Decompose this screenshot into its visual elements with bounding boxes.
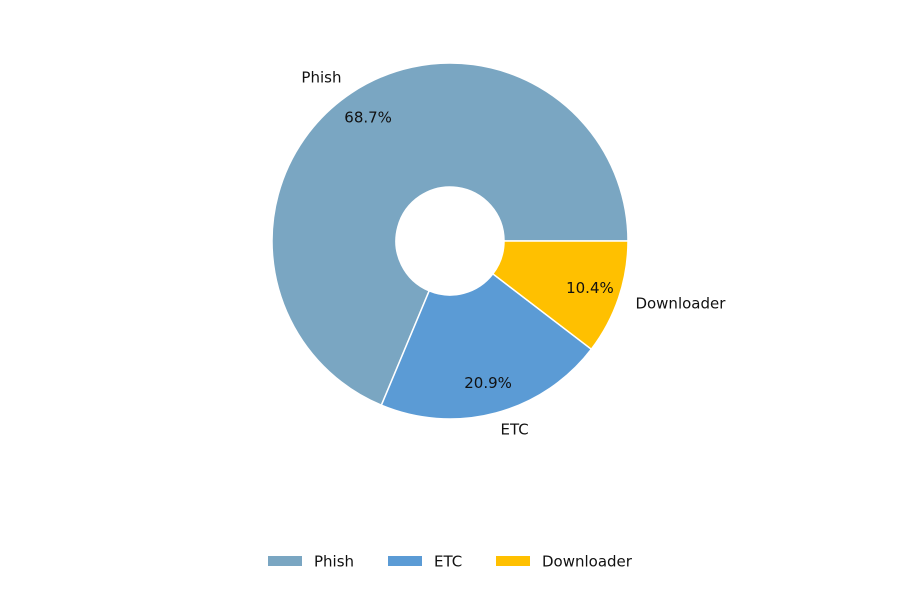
legend-label: ETC [434,553,462,571]
value-label: 68.7% [344,109,392,127]
legend-swatch [388,556,422,566]
legend-swatch [268,556,302,566]
donut-slice [380,272,593,420]
category-label: Downloader [635,294,726,312]
donut-slice [271,62,629,407]
legend-label: Phish [314,553,354,571]
category-label: Phish [301,69,341,87]
value-label: 20.9% [464,374,512,392]
category-label: ETC [500,421,528,439]
legend-label: Downloader [542,553,633,571]
legend-swatch [496,556,530,566]
donut-slice [491,240,629,351]
value-label: 10.4% [566,279,614,297]
